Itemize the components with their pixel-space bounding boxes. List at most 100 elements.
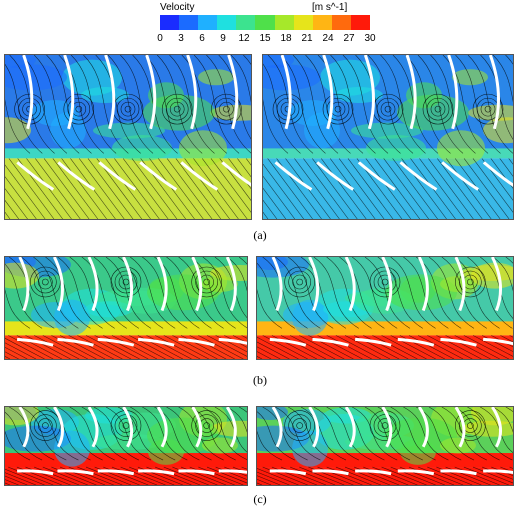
blade xyxy=(138,469,175,476)
streamline xyxy=(5,479,19,485)
streamline xyxy=(166,407,212,461)
streamline xyxy=(339,257,385,329)
streamline xyxy=(339,407,385,461)
streamline xyxy=(5,337,45,359)
streamline xyxy=(5,411,43,461)
streamline xyxy=(42,466,88,485)
streamline xyxy=(472,466,513,484)
velocity-patch xyxy=(210,104,251,121)
vortex xyxy=(114,414,138,437)
streamline xyxy=(365,158,412,219)
vortex xyxy=(288,270,311,294)
streamline xyxy=(419,158,465,219)
streamline xyxy=(70,55,117,154)
blade xyxy=(57,337,94,347)
streamline xyxy=(467,407,513,461)
streamline xyxy=(163,335,209,359)
vortex xyxy=(118,274,134,290)
blade xyxy=(57,161,96,191)
colorbar-tick-label: 12 xyxy=(238,33,250,44)
streamline xyxy=(257,475,281,485)
vortex xyxy=(376,97,400,121)
colorbar-cell xyxy=(236,15,256,30)
vortex xyxy=(211,93,242,125)
vortex xyxy=(38,274,53,290)
streamline xyxy=(299,335,345,359)
blade xyxy=(399,161,438,191)
velocity-patch xyxy=(198,69,234,86)
streamline xyxy=(257,471,290,485)
streamline xyxy=(427,335,473,359)
velocity-patch xyxy=(366,135,426,161)
blade xyxy=(441,161,479,191)
streamline xyxy=(68,335,114,359)
streamline xyxy=(5,263,43,329)
blade xyxy=(139,161,178,191)
streamline xyxy=(33,55,80,154)
vortex xyxy=(296,422,303,429)
blade xyxy=(22,55,34,130)
colorbar-cell xyxy=(198,15,218,30)
streamline xyxy=(5,63,43,154)
streamline xyxy=(463,466,509,485)
streamline xyxy=(257,430,283,461)
blade xyxy=(312,337,349,347)
streamline xyxy=(492,55,513,103)
streamline xyxy=(418,335,464,359)
blade xyxy=(454,407,466,448)
streamline xyxy=(454,407,500,461)
velocity-patch xyxy=(179,130,227,167)
panel-a-right xyxy=(262,54,514,220)
streamline xyxy=(93,257,140,329)
streamline xyxy=(344,466,391,485)
vortex xyxy=(426,97,450,121)
streamline xyxy=(428,158,474,219)
blade xyxy=(308,257,320,312)
velocity-patch xyxy=(257,257,309,278)
vortex xyxy=(118,418,134,433)
streamline xyxy=(405,55,451,154)
vortex xyxy=(434,105,442,113)
velocity-patch xyxy=(210,420,247,437)
vortex xyxy=(373,270,397,294)
streamline xyxy=(292,55,339,154)
streamline xyxy=(95,55,141,154)
vortex xyxy=(116,97,140,121)
streamline xyxy=(326,335,372,359)
streamline xyxy=(131,158,178,219)
velocity-patch xyxy=(263,64,321,91)
blade xyxy=(454,257,466,312)
streamline xyxy=(35,158,81,219)
streamline xyxy=(263,63,301,154)
velocity-patch xyxy=(5,407,39,426)
streamline xyxy=(257,262,295,329)
legend-unit: [m s^-1] xyxy=(312,2,348,13)
colorbar-tick-label: 27 xyxy=(343,33,355,44)
vortex xyxy=(122,422,130,429)
blade xyxy=(186,55,198,130)
blade xyxy=(308,407,320,448)
streamline xyxy=(467,257,513,329)
blade xyxy=(104,55,116,130)
vortex xyxy=(459,270,482,294)
streamline xyxy=(202,407,247,460)
blade xyxy=(405,55,417,130)
blade xyxy=(274,161,313,191)
streamline xyxy=(280,55,326,154)
streamline xyxy=(257,479,272,485)
streamline xyxy=(78,158,125,219)
blade xyxy=(87,257,99,312)
streamline xyxy=(206,335,247,357)
streamline xyxy=(416,407,462,461)
blade xyxy=(218,469,247,474)
streamline xyxy=(237,158,251,178)
blade xyxy=(483,469,513,475)
colorbar-tick-label: 15 xyxy=(259,33,271,44)
streamline xyxy=(499,158,513,177)
vortex xyxy=(34,270,57,294)
blade xyxy=(488,55,500,130)
blade xyxy=(269,469,307,476)
vortex xyxy=(161,93,193,125)
vortex xyxy=(480,101,496,117)
streamline xyxy=(193,55,240,154)
